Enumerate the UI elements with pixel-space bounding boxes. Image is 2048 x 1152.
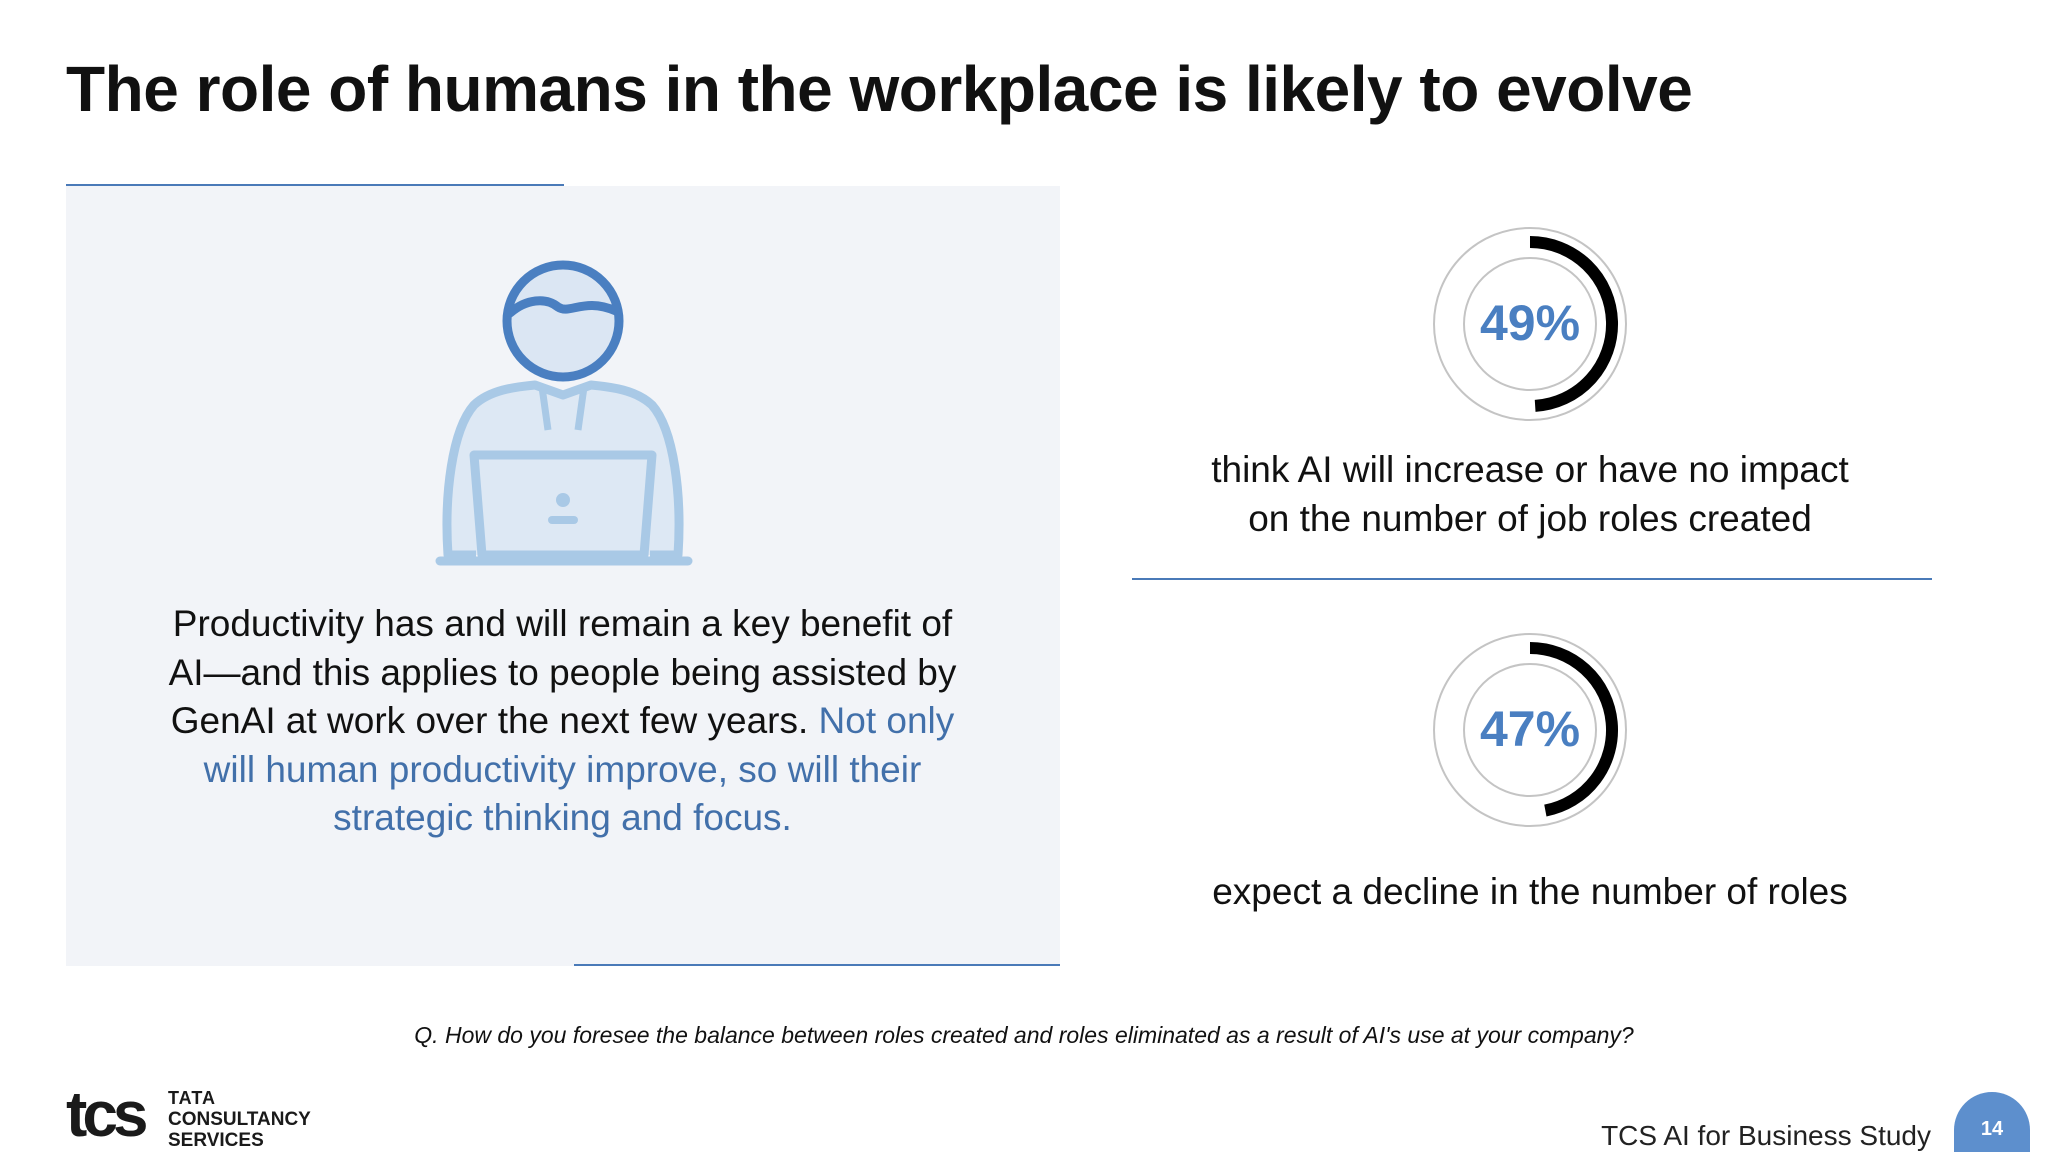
stat-block-2: 47% expect a decline in the number of ro… <box>1130 632 1930 932</box>
collar-left <box>538 386 552 431</box>
panel-top-rule <box>66 184 564 186</box>
laptop-logo-dot <box>556 493 570 507</box>
panel-text-highlight: Not only will human productivity improve… <box>203 700 955 838</box>
stat-label-2-line1: expect a decline in the number of roles <box>1212 871 1848 912</box>
donut-ring-2 <box>1433 633 1627 827</box>
stat-label-1-line2: on the number of job roles created <box>1248 497 1812 539</box>
panel-bottom-rule <box>574 964 1060 966</box>
study-name: TCS AI for Business Study <box>1601 1120 1931 1151</box>
tcs-logo: tcs TATA CONSULTANCY SERVICES <box>66 1082 316 1151</box>
page-number-badge: 14 <box>1954 1092 2030 1152</box>
stat-label-2: expect a decline in the number of roles <box>1130 868 1930 917</box>
head-shape <box>502 260 624 382</box>
stats-divider <box>1132 578 1932 580</box>
person-at-laptop-icon <box>435 260 693 566</box>
collar-right <box>574 386 588 431</box>
donut-arc-1 <box>1529 236 1618 412</box>
logo-line-services: SERVICES <box>168 1130 264 1151</box>
logo-mark: tcs <box>66 1078 148 1150</box>
logo-wordmark: TATA CONSULTANCY SERVICES <box>168 1088 311 1151</box>
logo-line-tata: TATA <box>168 1088 216 1108</box>
panel-text-intro: Productivity has and will remain a key b… <box>168 603 957 741</box>
panel-text: Productivity has and will remain a key b… <box>160 600 965 843</box>
stat-block-1: 49% think AI will increase or have no im… <box>1130 226 1930 546</box>
stat-value-1: 49% <box>1479 295 1581 351</box>
donut-arc-2 <box>1529 642 1618 817</box>
page-title: The role of humans in the workplace is l… <box>66 53 1693 125</box>
survey-question: Q. How do you foresee the balance betwee… <box>414 1022 1634 1048</box>
hair-shape <box>505 296 621 318</box>
donut-ring-1 <box>1433 227 1627 421</box>
stat-label-1-line1: think AI will increase or have no impact <box>1211 449 1849 490</box>
logo-line-consultancy: CONSULTANCY <box>168 1109 311 1130</box>
stat-label-1: think AI will increase or have no impact… <box>1130 446 1930 543</box>
stat-value-2: 47% <box>1479 701 1581 757</box>
